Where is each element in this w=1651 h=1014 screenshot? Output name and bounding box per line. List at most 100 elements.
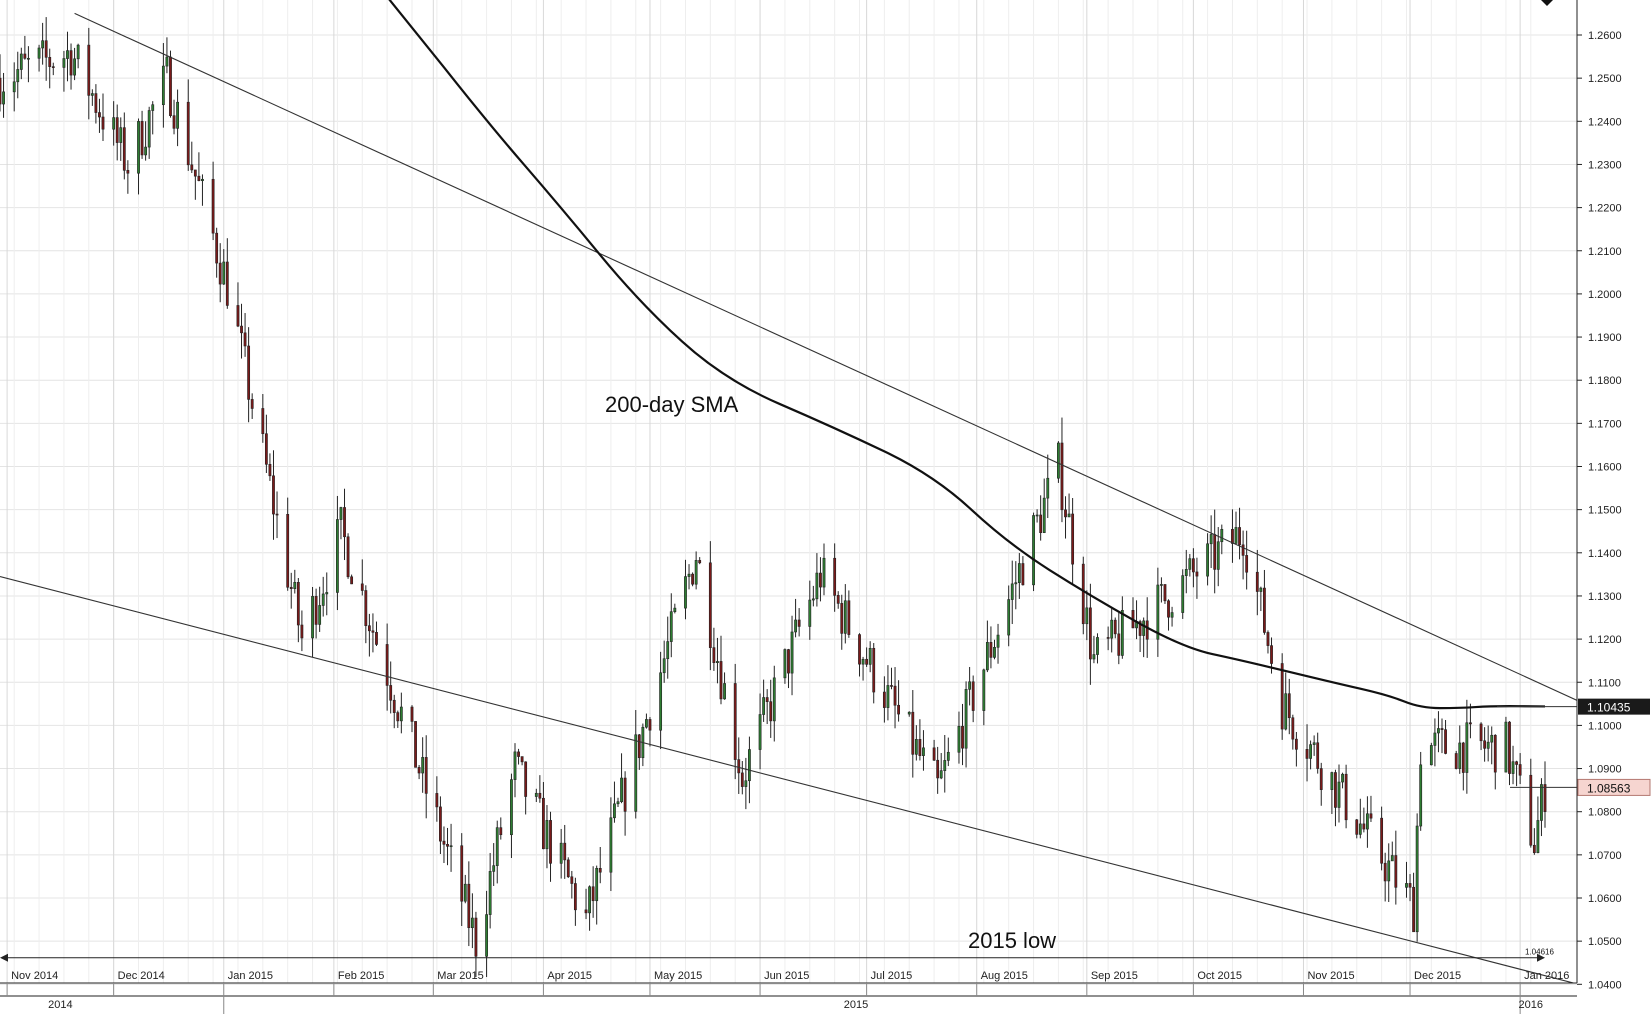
candle (1493, 734, 1497, 790)
candle (1358, 798, 1362, 839)
y-tick-label: 1.1900 (1588, 332, 1622, 344)
candle (1461, 741, 1465, 791)
candle-up (1017, 563, 1021, 583)
candle-down (733, 683, 737, 760)
candle (1110, 608, 1114, 653)
candle-up (694, 560, 698, 585)
candle (474, 911, 478, 977)
candle (872, 643, 876, 704)
candle-down (1195, 571, 1199, 577)
candle (1092, 635, 1096, 664)
candle-down (538, 792, 542, 799)
candle (1234, 511, 1238, 544)
candle (591, 866, 595, 918)
candle (1294, 731, 1298, 767)
candle-up (222, 261, 226, 285)
candle (314, 588, 318, 639)
y-tick-label: 1.0400 (1588, 979, 1622, 991)
y-tick-label: 1.2000 (1588, 289, 1622, 301)
candle-up (790, 631, 794, 674)
candle-up (886, 685, 890, 708)
candle-up (1458, 742, 1462, 769)
candle-up (1429, 745, 1433, 766)
candle (2, 72, 5, 118)
candle-down (87, 44, 91, 96)
candle-down (1493, 734, 1497, 773)
candle (463, 874, 467, 904)
candle-up (748, 749, 751, 782)
candle-down (115, 117, 119, 143)
candle-up (616, 801, 620, 805)
candle (385, 623, 389, 711)
candle-down (190, 164, 194, 171)
candle-down (1191, 558, 1195, 573)
candle-up (1511, 761, 1515, 774)
candle-down (215, 232, 219, 264)
x-tick-label: Jul 2015 (871, 970, 913, 982)
candle-up (19, 53, 23, 70)
candle-down (1071, 513, 1075, 565)
candle (1238, 507, 1241, 560)
x-tick-label: Jan 2016 (1524, 970, 1569, 982)
candle (684, 559, 687, 620)
candle-down (1245, 555, 1249, 573)
y-tick-label: 1.2400 (1588, 116, 1622, 128)
candle (1280, 653, 1284, 740)
candle-down (268, 464, 272, 477)
candle (144, 121, 148, 161)
x-tick-label: Dec 2015 (1414, 970, 1461, 982)
candle (1191, 548, 1195, 588)
candle (662, 640, 666, 683)
candle (740, 761, 744, 795)
candle (115, 104, 119, 161)
candles (0, 17, 1547, 978)
candle-down (193, 169, 197, 177)
candle-down (392, 699, 396, 713)
y-tick-label: 1.0900 (1588, 764, 1622, 776)
candle (868, 641, 872, 673)
x-tick-label: Oct 2015 (1197, 970, 1242, 982)
x-tick-label: Dec 2014 (118, 970, 165, 982)
candle-up (1433, 732, 1437, 746)
candle-up (66, 50, 69, 59)
candle (1231, 509, 1234, 563)
candle (449, 823, 453, 872)
candle (673, 603, 677, 614)
candle (1085, 590, 1089, 641)
candle (66, 31, 69, 82)
candle (0, 54, 2, 112)
y-tick-label: 1.1700 (1588, 418, 1622, 430)
candle-up (559, 842, 563, 864)
candle-up (1358, 823, 1362, 835)
candle-down (1280, 663, 1284, 730)
candle-up (1220, 528, 1224, 543)
candle-up (318, 605, 322, 625)
candle (488, 852, 492, 929)
candle (1007, 585, 1011, 647)
candle-down (375, 632, 378, 645)
sma-price-tag-label: 1.10435 (1587, 701, 1631, 715)
candle-down (1138, 621, 1142, 636)
candle (389, 661, 393, 714)
candle-up (534, 792, 538, 797)
candle (467, 861, 471, 947)
candle-up (1234, 527, 1238, 544)
candle-up (1486, 741, 1490, 749)
y-tick-label: 1.2100 (1588, 246, 1622, 258)
candle (769, 679, 773, 738)
low-value-label: 1.04616 (1525, 948, 1554, 957)
candle (708, 541, 712, 671)
candle-down (563, 842, 567, 861)
candle-down (698, 560, 702, 564)
candle-up (399, 706, 403, 722)
candle-down (289, 586, 293, 589)
y-tick-label: 1.2600 (1588, 30, 1622, 42)
candle-up (815, 572, 819, 600)
candle (1067, 493, 1071, 518)
candle-up (1504, 721, 1508, 773)
candle (982, 668, 986, 726)
candle (1504, 716, 1508, 773)
candle-up (2, 91, 5, 105)
candle-up (112, 117, 116, 130)
candle (993, 639, 996, 660)
